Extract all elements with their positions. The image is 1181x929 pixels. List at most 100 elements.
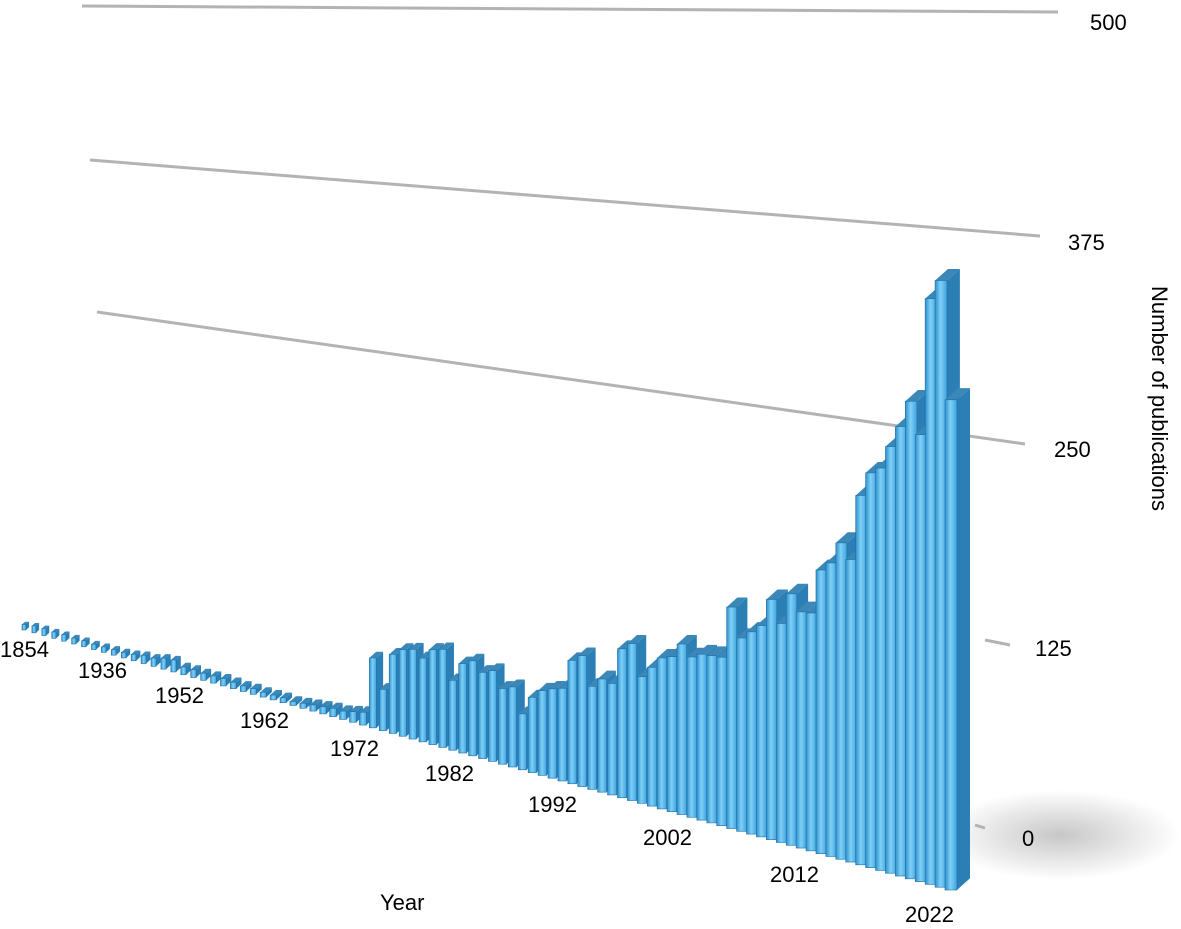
bar: [51, 628, 60, 639]
bar-top: [657, 649, 677, 658]
bar-top: [289, 696, 303, 702]
x-tick-label: 1992: [528, 792, 577, 817]
bars: [21, 268, 970, 891]
bar-side: [316, 699, 323, 712]
bar-top: [91, 640, 100, 645]
bar-top: [141, 651, 151, 656]
bar: [180, 662, 191, 676]
bar-front: [140, 655, 147, 664]
bar-front: [150, 657, 157, 667]
x-tick-label: 1936: [78, 658, 127, 683]
gridline-0: [974, 823, 986, 830]
bar-front: [468, 660, 477, 757]
bar-top: [41, 625, 50, 629]
bar-top: [230, 677, 242, 683]
x-tick-label: 1982: [425, 761, 474, 786]
bar-front: [120, 652, 127, 659]
y-tick-label: 500: [1090, 10, 1127, 35]
bar: [170, 655, 181, 673]
gridline-125: [984, 638, 1011, 647]
bar-side: [106, 643, 110, 653]
bar-front: [795, 611, 808, 849]
bar-front: [81, 640, 87, 648]
bar-front: [329, 708, 337, 717]
bar-top: [488, 663, 505, 671]
bar-front: [71, 637, 77, 645]
bar-side: [136, 650, 141, 661]
bar-top: [548, 681, 566, 689]
bar-front: [607, 683, 617, 796]
bar-front: [388, 654, 397, 734]
bar-front: [61, 634, 67, 642]
bar-front: [220, 678, 227, 687]
bar-front: [91, 643, 97, 650]
bar-top: [935, 268, 960, 281]
bar-front: [855, 495, 868, 866]
bar-top: [22, 621, 29, 625]
bar-top: [577, 647, 596, 656]
bar-front: [577, 655, 587, 787]
bar-front: [508, 686, 517, 768]
bar-top: [151, 654, 161, 659]
bar-front: [537, 690, 547, 776]
bar-top: [468, 653, 485, 661]
bar-front: [746, 631, 758, 835]
bar-top: [706, 646, 728, 656]
bar: [259, 687, 272, 698]
bar-front: [567, 660, 577, 785]
bar-top: [399, 643, 414, 650]
bar: [309, 699, 323, 712]
bar-side: [957, 388, 970, 890]
bar-front: [180, 666, 187, 676]
bar: [111, 646, 121, 656]
bar-top: [409, 642, 424, 650]
bar-side: [36, 623, 40, 633]
bar-top: [428, 643, 444, 650]
bar-front: [646, 667, 657, 807]
bar: [240, 681, 252, 692]
bar-side: [216, 671, 222, 684]
bar-side: [86, 637, 90, 647]
x-tick-label: 1972: [330, 736, 379, 761]
bar-side: [226, 673, 232, 686]
bar-top: [101, 643, 110, 647]
bar: [249, 683, 262, 695]
bar-top: [329, 702, 343, 709]
gridline-250: [96, 310, 1026, 446]
bar-front: [736, 637, 748, 832]
bar-front: [359, 711, 367, 726]
bar: [190, 665, 202, 678]
bar: [71, 634, 80, 645]
bar-side: [186, 662, 191, 675]
bar-front: [160, 657, 167, 670]
bar-top: [677, 634, 697, 645]
gridline-375: [89, 158, 1041, 238]
bar-front: [378, 689, 387, 731]
bar-top: [111, 646, 121, 650]
bar-top: [81, 637, 90, 641]
bar-side: [96, 640, 100, 650]
bar-front: [835, 542, 848, 860]
bar-side: [166, 654, 171, 670]
bar-front: [230, 681, 237, 690]
bar-side: [76, 634, 80, 644]
bar-top: [597, 670, 616, 679]
bar: [91, 640, 100, 650]
bar-front: [309, 704, 317, 712]
bar-front: [111, 649, 117, 656]
bar-side: [326, 701, 333, 714]
y-tick-label: 125: [1035, 636, 1072, 661]
x-axis-title: Year: [380, 890, 424, 915]
bar-front: [170, 659, 177, 673]
bar-side: [286, 692, 293, 703]
bar-side: [306, 697, 313, 709]
bar-front: [478, 672, 487, 759]
bar-top: [438, 642, 454, 650]
bar-front: [31, 625, 37, 634]
bar-top: [200, 668, 212, 674]
bar-top: [458, 656, 475, 664]
bar-front: [845, 559, 858, 863]
bar-front: [190, 669, 197, 678]
bar-front: [210, 675, 217, 684]
bar-top: [61, 631, 70, 635]
